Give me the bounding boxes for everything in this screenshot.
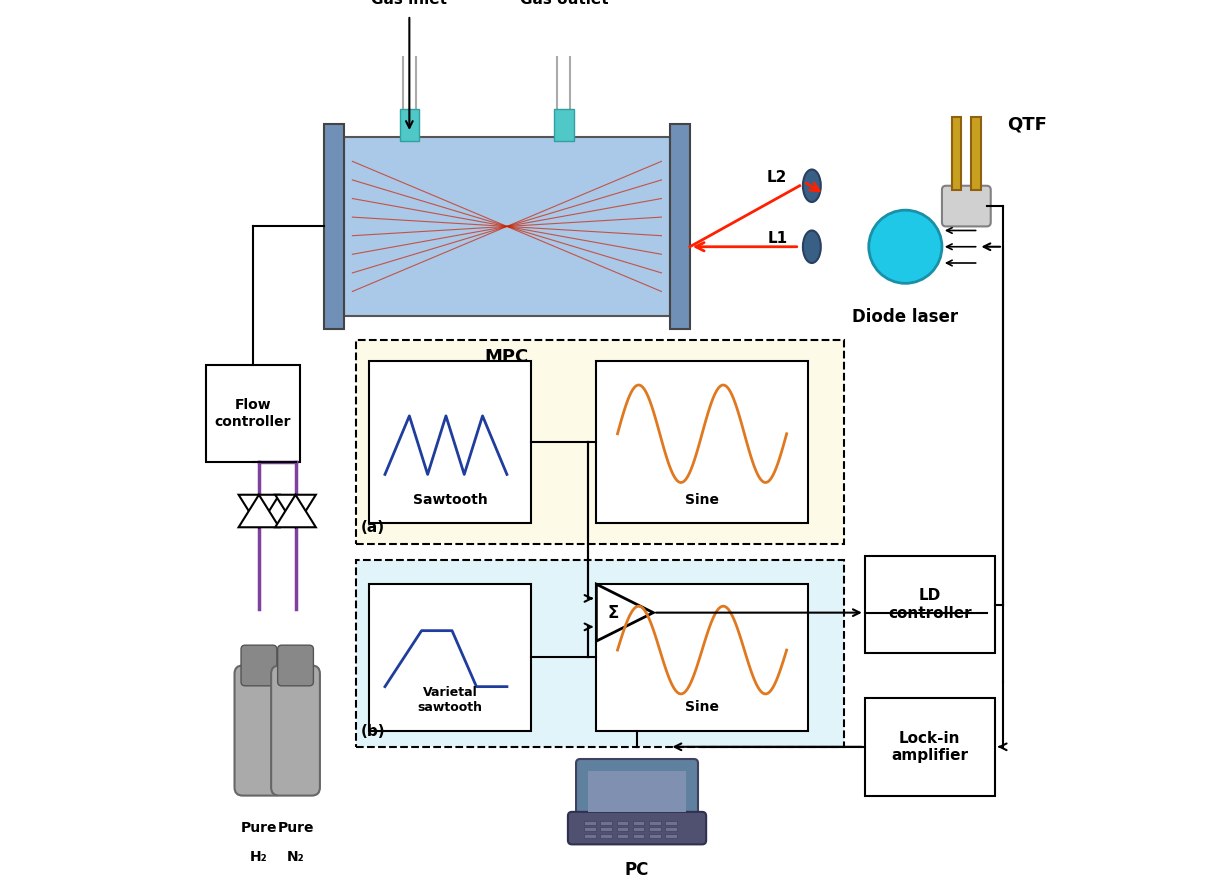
FancyBboxPatch shape	[649, 821, 660, 825]
FancyBboxPatch shape	[206, 364, 300, 462]
Text: Pure: Pure	[277, 821, 314, 835]
Text: Gas outlet: Gas outlet	[520, 0, 608, 7]
FancyBboxPatch shape	[584, 834, 596, 838]
Text: (b): (b)	[360, 723, 386, 738]
Text: Σ: Σ	[608, 604, 619, 621]
FancyBboxPatch shape	[951, 117, 961, 190]
FancyBboxPatch shape	[400, 108, 420, 141]
FancyBboxPatch shape	[670, 123, 690, 329]
FancyBboxPatch shape	[601, 827, 612, 832]
FancyBboxPatch shape	[601, 834, 612, 838]
Text: Varietal
sawtooth: Varietal sawtooth	[417, 686, 482, 715]
Text: (a): (a)	[360, 520, 384, 535]
FancyBboxPatch shape	[971, 117, 980, 190]
FancyBboxPatch shape	[942, 186, 990, 226]
FancyBboxPatch shape	[568, 812, 706, 845]
Text: H₂: H₂	[250, 849, 267, 863]
Text: PC: PC	[625, 861, 649, 878]
FancyBboxPatch shape	[241, 645, 277, 686]
Text: MPC: MPC	[485, 348, 530, 366]
Polygon shape	[276, 495, 316, 527]
Polygon shape	[238, 495, 279, 527]
Text: Sawtooth: Sawtooth	[412, 493, 487, 507]
FancyBboxPatch shape	[617, 834, 629, 838]
FancyBboxPatch shape	[584, 821, 596, 825]
Text: Lock-in
amplifier: Lock-in amplifier	[891, 730, 968, 763]
Text: Pure: Pure	[241, 821, 277, 835]
FancyBboxPatch shape	[665, 827, 677, 832]
Text: QTF: QTF	[1007, 116, 1047, 134]
FancyBboxPatch shape	[357, 341, 844, 544]
FancyBboxPatch shape	[369, 584, 531, 730]
FancyBboxPatch shape	[324, 123, 345, 329]
Polygon shape	[276, 495, 316, 527]
FancyBboxPatch shape	[584, 827, 596, 832]
Text: Flow
controller: Flow controller	[214, 399, 291, 429]
Polygon shape	[238, 495, 279, 527]
FancyBboxPatch shape	[601, 821, 612, 825]
FancyBboxPatch shape	[617, 821, 629, 825]
FancyBboxPatch shape	[634, 834, 644, 838]
FancyBboxPatch shape	[634, 827, 644, 832]
Text: N₂: N₂	[287, 849, 305, 863]
FancyBboxPatch shape	[369, 361, 531, 524]
Circle shape	[869, 210, 942, 283]
Text: LD
controller: LD controller	[887, 589, 972, 620]
FancyBboxPatch shape	[271, 665, 320, 796]
Ellipse shape	[803, 170, 821, 202]
FancyBboxPatch shape	[235, 665, 283, 796]
Text: Sine: Sine	[686, 493, 719, 507]
FancyBboxPatch shape	[649, 827, 660, 832]
FancyBboxPatch shape	[665, 821, 677, 825]
FancyBboxPatch shape	[345, 137, 670, 316]
Text: L1: L1	[768, 231, 787, 246]
Text: Sine: Sine	[686, 700, 719, 715]
Text: Diode laser: Diode laser	[852, 308, 959, 326]
FancyBboxPatch shape	[589, 771, 686, 812]
FancyBboxPatch shape	[864, 698, 995, 796]
Polygon shape	[596, 584, 653, 642]
FancyBboxPatch shape	[554, 108, 573, 141]
Ellipse shape	[803, 231, 821, 263]
Text: L2: L2	[767, 170, 787, 185]
FancyBboxPatch shape	[617, 827, 629, 832]
FancyBboxPatch shape	[649, 834, 660, 838]
FancyBboxPatch shape	[357, 560, 844, 747]
FancyBboxPatch shape	[596, 584, 808, 730]
FancyBboxPatch shape	[575, 759, 698, 824]
FancyBboxPatch shape	[864, 556, 995, 653]
Text: Gas inlet: Gas inlet	[371, 0, 447, 7]
FancyBboxPatch shape	[596, 361, 808, 524]
FancyBboxPatch shape	[634, 821, 644, 825]
FancyBboxPatch shape	[278, 645, 313, 686]
FancyBboxPatch shape	[665, 834, 677, 838]
